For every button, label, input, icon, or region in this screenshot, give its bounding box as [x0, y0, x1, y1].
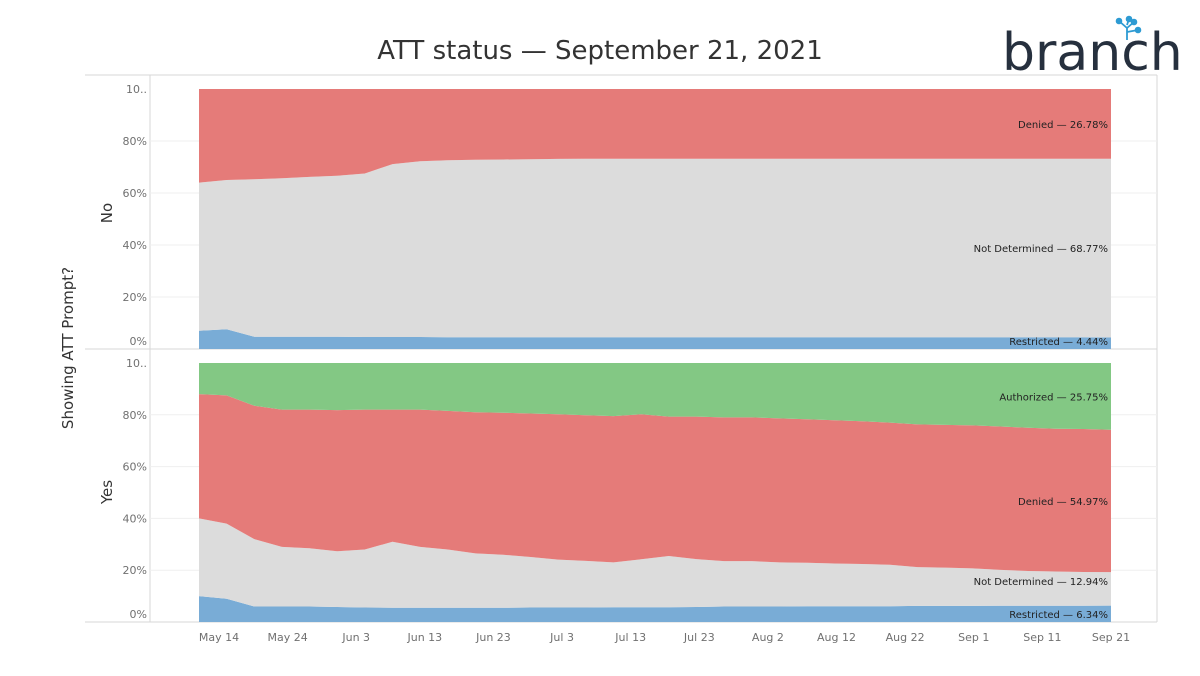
x-tick-label: Jul 13: [614, 631, 646, 644]
y-tick-label: 10..: [126, 357, 147, 370]
y-tick-label: 10..: [126, 83, 147, 96]
y-axis-title: Showing ATT Prompt?: [59, 267, 77, 429]
area-denied: [199, 394, 1111, 573]
y-tick-label: 0%: [130, 335, 147, 348]
end-label-restricted: Restricted — 4.44%: [1009, 337, 1108, 348]
row-label-yes: Yes: [98, 480, 116, 505]
x-tick-label: Jul 23: [683, 631, 715, 644]
end-label-denied: Denied — 26.78%: [1018, 120, 1108, 131]
x-tick-label: Aug 22: [886, 631, 925, 644]
area-not-determined: [199, 158, 1111, 338]
end-label-not-determined: Not Determined — 68.77%: [974, 244, 1108, 255]
end-label-not-determined: Not Determined — 12.94%: [974, 577, 1108, 588]
x-tick-label: Jun 3: [341, 631, 370, 644]
end-label-denied: Denied — 54.97%: [1018, 497, 1108, 508]
y-tick-label: 60%: [123, 187, 147, 200]
y-tick-label: 40%: [123, 512, 147, 525]
x-tick-label: Sep 21: [1092, 631, 1130, 644]
branch-tree-icon: [1115, 15, 1142, 40]
x-tick-label: Jun 23: [475, 631, 511, 644]
x-tick-label: Sep 11: [1023, 631, 1061, 644]
y-tick-label: 80%: [123, 135, 147, 148]
logo-text: branch: [1002, 23, 1183, 83]
x-tick-label: May 24: [267, 631, 307, 644]
x-tick-label: Jul 3: [549, 631, 574, 644]
row-label-no: No: [98, 203, 116, 223]
panel-yes: 10.. 80% 60% 40% 20% 0% Yes Restricted — 6.34% N…: [98, 357, 1157, 622]
chart-title: ATT status — September 21, 2021: [377, 36, 823, 66]
area-not-determined: [199, 518, 1111, 608]
area-denied: [199, 89, 1111, 183]
x-tick-label: Sep 1: [958, 631, 989, 644]
branch-logo: branch: [1002, 15, 1183, 83]
x-tick-label: Aug 12: [817, 631, 856, 644]
panel-no: 10.. 80% 60% 40% 20% 0% No Restricted — 4.44% No…: [98, 83, 1157, 349]
end-label-authorized: Authorized — 25.75%: [999, 392, 1108, 403]
y-tick-label: 80%: [123, 409, 147, 422]
y-tick-label: 60%: [123, 461, 147, 474]
area-authorized: [199, 363, 1111, 430]
y-tick-label: 20%: [123, 564, 147, 577]
x-axis: May 14 May 24 Jun 3 Jun 13 Jun 23 Jul 3 Jul 13…: [199, 631, 1130, 644]
y-tick-label: 40%: [123, 239, 147, 252]
area-restricted: [199, 329, 1111, 349]
end-label-restricted: Restricted — 6.34%: [1009, 610, 1108, 621]
y-tick-label: 0%: [130, 608, 147, 621]
x-tick-label: Jun 13: [407, 631, 443, 644]
y-tick-label: 20%: [123, 291, 147, 304]
area-restricted: [199, 596, 1111, 622]
x-tick-label: Aug 2: [752, 631, 784, 644]
x-tick-label: May 14: [199, 631, 239, 644]
